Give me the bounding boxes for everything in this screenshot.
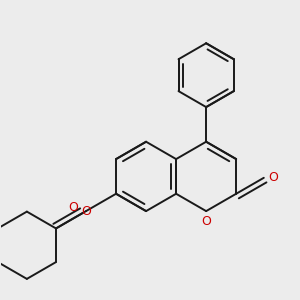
Text: O: O [81, 205, 91, 218]
Text: O: O [69, 200, 79, 214]
Text: O: O [201, 215, 211, 228]
Text: O: O [268, 171, 278, 184]
